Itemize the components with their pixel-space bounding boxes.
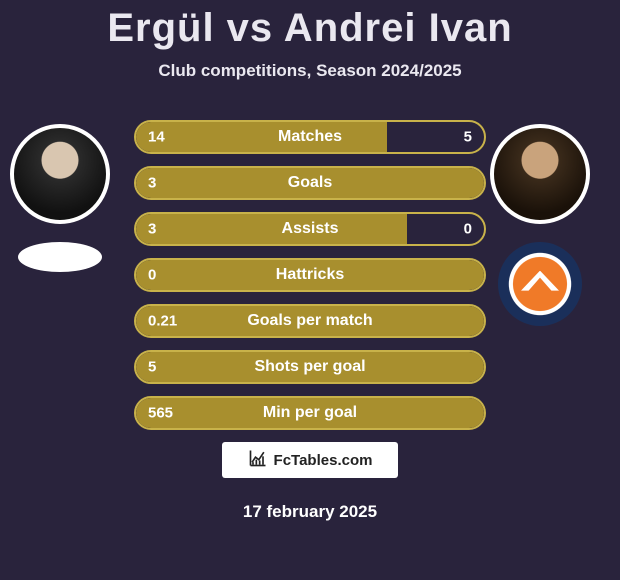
stat-row-fill xyxy=(136,214,407,244)
stat-row: 0 Hattricks xyxy=(134,258,486,292)
stat-value-left: 0.21 xyxy=(148,313,177,330)
stat-label: Goals per match xyxy=(247,312,372,330)
stat-value-left: 565 xyxy=(148,405,173,422)
stat-value-left: 3 xyxy=(148,221,156,238)
comparison-subtitle: Club competitions, Season 2024/2025 xyxy=(0,61,620,81)
stat-row: 5 Shots per goal xyxy=(134,350,486,384)
stat-value-left: 3 xyxy=(148,175,156,192)
comparison-date: 17 february 2025 xyxy=(0,502,620,522)
branding-text: FcTables.com xyxy=(274,452,373,469)
chart-icon xyxy=(248,448,268,472)
stat-value-right: 0 xyxy=(464,221,472,238)
comparison-title: Ergül vs Andrei Ivan xyxy=(0,0,620,51)
stat-row-fill xyxy=(136,122,387,152)
stat-row: 14 Matches 5 xyxy=(134,120,486,154)
player-left-club-logo xyxy=(18,242,102,272)
stat-label: Min per goal xyxy=(263,404,357,422)
player-left-avatar xyxy=(10,124,110,224)
branding-badge: FcTables.com xyxy=(222,442,398,478)
player-right-club-logo xyxy=(498,242,582,326)
stat-value-left: 0 xyxy=(148,267,156,284)
stat-row: 0.21 Goals per match xyxy=(134,304,486,338)
player-right-avatar xyxy=(490,124,590,224)
stat-label: Hattricks xyxy=(276,266,344,284)
stat-row: 565 Min per goal xyxy=(134,396,486,430)
player-right-panel xyxy=(490,124,590,326)
stat-row: 3 Assists 0 xyxy=(134,212,486,246)
stat-label: Matches xyxy=(278,128,342,146)
stat-label: Goals xyxy=(288,174,332,192)
stat-label: Assists xyxy=(282,220,339,238)
stat-value-left: 5 xyxy=(148,359,156,376)
stat-row: 3 Goals xyxy=(134,166,486,200)
stat-label: Shots per goal xyxy=(254,358,365,376)
player-left-panel xyxy=(10,124,110,272)
stat-value-left: 14 xyxy=(148,129,165,146)
stats-rows: 14 Matches 5 3 Goals 3 Assists 0 0 Hattricks 0.21 G… xyxy=(134,120,486,430)
stat-value-right: 5 xyxy=(464,129,472,146)
